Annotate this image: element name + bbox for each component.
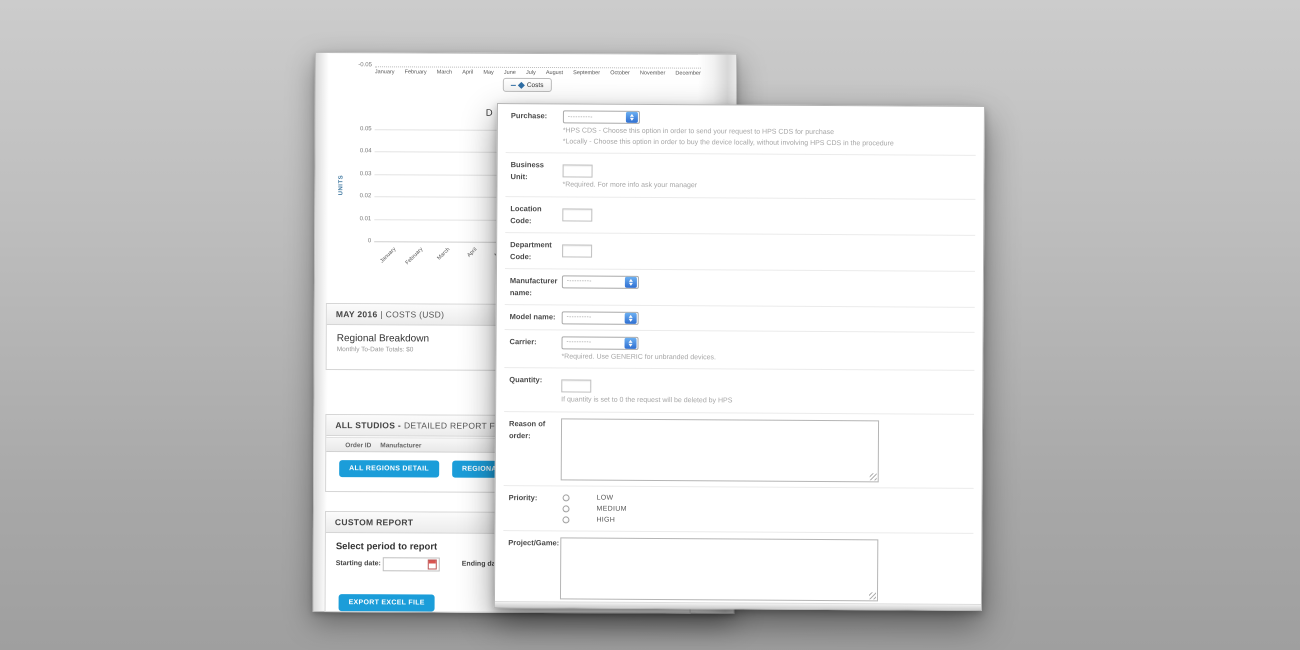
- month-label: February: [404, 69, 427, 76]
- month-label: September: [573, 70, 601, 77]
- resize-grip-icon[interactable]: [869, 472, 877, 480]
- priority-radio-low[interactable]: [562, 493, 570, 501]
- project-row: Project/Game: *Required: [503, 531, 974, 604]
- costs-legend-button[interactable]: Costs: [502, 77, 552, 93]
- units-ytick: 0.04: [359, 148, 372, 155]
- priority-radio-medium[interactable]: [562, 504, 570, 512]
- units-ytick: 0: [367, 238, 372, 245]
- purchase-select-value: ----------: [567, 113, 593, 121]
- month-label: July: [525, 69, 536, 76]
- units-axis-label: UNITS: [338, 174, 345, 196]
- purchase-select[interactable]: ----------: [562, 110, 640, 124]
- panel-title: ALL STUDIOS -: [335, 420, 402, 431]
- priority-label: Priority:: [508, 492, 538, 502]
- purchase-label: Purchase:: [510, 111, 548, 121]
- priority-option-label: MEDIUM: [596, 505, 627, 513]
- department-code-label: Department Code:: [510, 239, 552, 261]
- purchase-row: Purchase: ---------- *HPS CDS - Choose t…: [505, 104, 976, 156]
- purchase-help-line2: *Locally - Choose this option in order t…: [562, 137, 894, 147]
- month-label: January: [374, 69, 395, 76]
- carrier-label: Carrier:: [509, 336, 537, 346]
- manufacturer-select-value: ----------: [566, 278, 592, 285]
- month-label: October: [610, 70, 630, 77]
- legend-label: Costs: [526, 81, 544, 89]
- model-row: Model name: ----------: [504, 304, 975, 333]
- priority-radio-high[interactable]: [562, 515, 570, 523]
- month-label: December: [675, 70, 701, 77]
- units-ytick: 0.02: [359, 193, 372, 200]
- month-label: March: [436, 69, 453, 76]
- purchase-form-window: Purchase: ---------- *HPS CDS - Choose t…: [493, 103, 985, 611]
- costs-chart-month-labels: January February March April May June Ju…: [375, 69, 701, 76]
- column-order-id: Order ID: [345, 442, 372, 450]
- column-manufacturer: Manufacturer: [380, 442, 422, 450]
- carrier-row: Carrier: ---------- *Required. Use GENER…: [504, 329, 975, 371]
- month-label: August: [545, 70, 564, 77]
- costs-chart-ytick: -0.05: [358, 62, 372, 69]
- location-code-input[interactable]: [562, 207, 593, 222]
- month-label: April: [462, 69, 474, 76]
- export-excel-button[interactable]: EXPORT EXCEL FILE: [338, 594, 435, 612]
- project-label: Project/Game:: [508, 537, 560, 547]
- dropdown-stepper-icon: [624, 337, 637, 349]
- location-code-label: Location Code:: [510, 203, 542, 225]
- model-label: Model name:: [509, 311, 556, 321]
- model-select[interactable]: ----------: [561, 310, 639, 325]
- dropdown-stepper-icon: [624, 276, 637, 288]
- business-unit-label: Business Unit:: [510, 160, 545, 182]
- quantity-label: Quantity:: [509, 375, 543, 385]
- manufacturer-row: Manufacturer name: ----------: [504, 268, 975, 308]
- calendar-icon[interactable]: [427, 559, 437, 570]
- panel-title-rest: | COSTS (USD): [380, 309, 445, 320]
- starting-date-label: Starting date:: [335, 560, 381, 568]
- dropdown-stepper-icon: [625, 111, 638, 123]
- manufacturer-label: Manufacturer name:: [509, 275, 558, 297]
- units-ytick: 0.05: [359, 126, 372, 133]
- location-code-row: Location Code:: [505, 196, 976, 236]
- select-period-heading: Select period to report: [335, 541, 438, 553]
- reason-label: Reason of order:: [508, 418, 546, 440]
- quantity-help: If quantity is set to 0 the request will…: [561, 396, 733, 405]
- month-label: June: [503, 69, 516, 76]
- carrier-select[interactable]: ----------: [561, 335, 639, 350]
- resize-grip-icon[interactable]: [868, 591, 877, 599]
- line-marker-icon: [510, 84, 516, 86]
- panel-title: MAY 2016: [335, 309, 378, 320]
- all-regions-detail-button[interactable]: ALL REGIONS DETAIL: [339, 460, 440, 478]
- month-label: May: [483, 69, 494, 76]
- reason-textarea[interactable]: [560, 417, 880, 482]
- units-chart-title-partial: D: [485, 107, 493, 119]
- quantity-input[interactable]: [561, 379, 592, 393]
- diamond-marker-icon: [517, 81, 525, 89]
- dropdown-stepper-icon: [624, 312, 637, 324]
- carrier-help: *Required. Use GENERIC for unbranded dev…: [561, 352, 716, 361]
- priority-row: Priority: LOW MEDIUM HIGH: [503, 485, 974, 534]
- priority-option-high: HIGH: [560, 514, 973, 528]
- project-textarea[interactable]: [559, 536, 879, 601]
- carrier-select-value: ----------: [566, 339, 592, 346]
- business-unit-input[interactable]: [562, 164, 593, 178]
- costs-chart-xaxis: [374, 66, 701, 69]
- business-unit-help: *Required. For more info ask your manage…: [562, 181, 698, 190]
- units-ytick: 0.01: [359, 216, 372, 223]
- purchase-form: Purchase: ---------- *HPS CDS - Choose t…: [495, 104, 984, 604]
- units-ytick: 0.03: [359, 171, 372, 178]
- model-select-value: ----------: [566, 314, 592, 321]
- reason-row: Reason of order:: [503, 411, 975, 489]
- panel-title: CUSTOM REPORT: [334, 517, 414, 528]
- manufacturer-select[interactable]: ----------: [561, 274, 639, 289]
- department-code-input[interactable]: [562, 243, 593, 258]
- department-code-row: Department Code:: [504, 232, 976, 272]
- purchase-help: *HPS CDS - Choose this option in order t…: [563, 126, 976, 150]
- business-unit-row: Business Unit: *Required. For more info …: [505, 153, 976, 200]
- priority-option-label: LOW: [596, 494, 614, 502]
- quantity-row: Quantity: If quantity is set to 0 the re…: [504, 368, 975, 415]
- priority-option-label: HIGH: [596, 516, 616, 524]
- month-label: November: [639, 70, 666, 77]
